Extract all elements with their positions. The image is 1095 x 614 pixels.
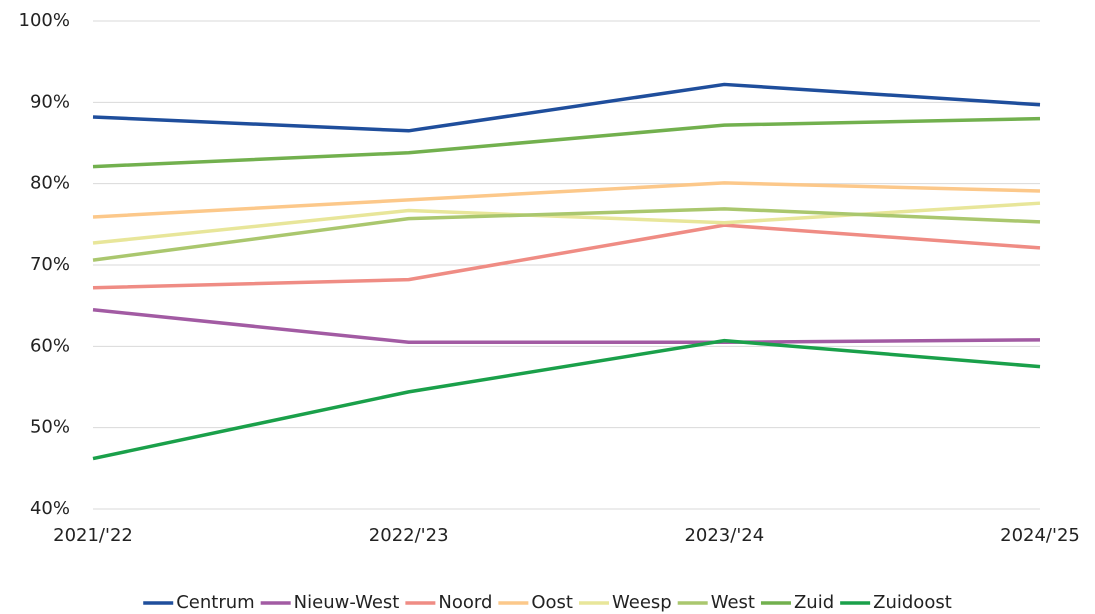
x-tick-label: 2022/'23	[369, 525, 449, 546]
x-tick-label: 2024/'25	[1000, 525, 1080, 546]
series-line	[92, 207, 1041, 262]
y-tick-label: 80%	[30, 173, 70, 194]
legend-label: Zuid	[794, 592, 834, 613]
series-line	[92, 307, 1041, 345]
y-tick-label: 70%	[30, 254, 70, 275]
legend-label: Nieuw-West	[294, 592, 400, 613]
series-line	[92, 116, 1041, 169]
legend-label: West	[711, 592, 755, 613]
series-line	[92, 181, 1041, 219]
x-tick-label: 2021/'22	[53, 525, 133, 546]
legend-label: Noord	[438, 592, 492, 613]
y-tick-label: 50%	[30, 417, 70, 438]
legend-label: Centrum	[176, 592, 254, 613]
y-tick-label: 90%	[30, 91, 70, 112]
legend-label: Zuidoost	[873, 592, 952, 613]
series-line	[92, 201, 1041, 245]
y-tick-label: 40%	[30, 498, 70, 519]
series-line	[92, 223, 1041, 290]
legend-label: Oost	[531, 592, 573, 613]
x-tick-label: 2023/'24	[684, 525, 764, 546]
series-line	[92, 82, 1041, 133]
y-tick-label: 60%	[30, 335, 70, 356]
y-tick-label: 100%	[19, 10, 70, 31]
legend-label: Weesp	[612, 592, 672, 613]
series-line	[92, 338, 1041, 461]
